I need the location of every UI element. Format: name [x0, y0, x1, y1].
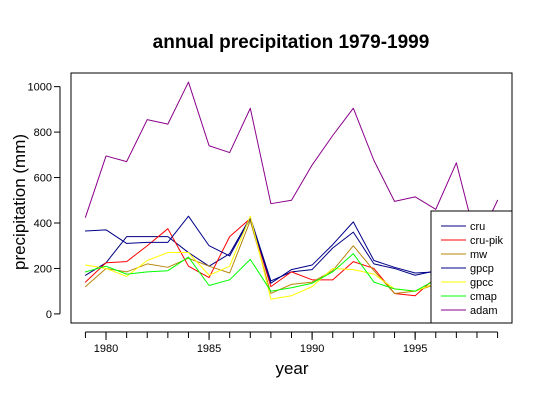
x-tick-label: 1980 [94, 343, 118, 355]
legend: cru cru-pik mw gpcp gpcc cmap adam [430, 210, 513, 324]
x-axis-title: year [275, 359, 308, 378]
legend-label-gpcc: gpcc [470, 277, 494, 289]
legend-label-cmap: cmap [470, 291, 497, 303]
legend-label-mw: mw [470, 249, 487, 261]
legend-label-adam: adam [470, 305, 498, 317]
legend-label-cru-pik: cru-pik [470, 235, 504, 247]
legend-box [430, 210, 513, 324]
x-tick-label: 1990 [300, 343, 324, 355]
series-line-cru [84, 216, 437, 282]
series-line-cmap [84, 253, 437, 292]
y-tick-label: 0 [46, 309, 52, 321]
chart-title: annual precipitation 1979-1999 [153, 32, 430, 53]
y-tick-label: 200 [34, 263, 52, 275]
plot-area-frame [70, 72, 513, 324]
y-tick-label: 1000 [28, 82, 52, 94]
series-line-cru-pik [84, 217, 437, 297]
y-tick-label: 800 [34, 127, 52, 139]
axis-layer: 1980 1985 1990 1995 0 200 400 600 800 1000 [28, 82, 499, 355]
series-line-gpcc [84, 215, 437, 300]
series-line-adam [84, 81, 499, 244]
legend-label-cru: cru [470, 221, 485, 233]
legend-label-gpcp: gpcp [470, 263, 494, 275]
y-tick-label: 600 [34, 173, 52, 185]
y-axis-title: precipitation (mm) [10, 134, 29, 270]
chart-root: annual precipitation 1979-1999 1980 1985 1… [10, 32, 513, 378]
x-tick-label: 1985 [197, 343, 221, 355]
x-tick-label: 1995 [403, 343, 427, 355]
series-layer [84, 81, 499, 300]
series-line-gpcp [84, 215, 437, 284]
y-tick-label: 400 [34, 218, 52, 230]
legend-items: cru cru-pik mw gpcp gpcc cmap adam [441, 221, 504, 317]
